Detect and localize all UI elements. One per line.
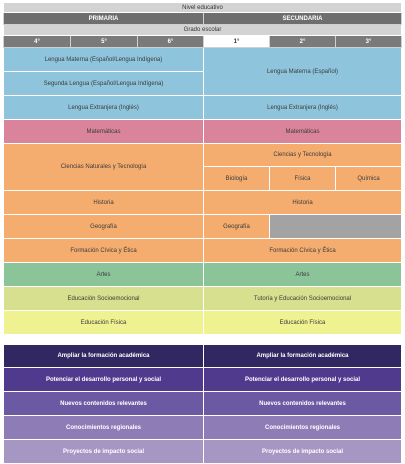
primaria-lengua-materna: Lengua Materna (Español/Lengua Indígena) (3, 47, 204, 72)
secundaria-ampliar: Ampliar la formación académica (203, 344, 402, 368)
secundaria-nuevos: Nuevos contenidos relevantes (203, 391, 402, 416)
secundaria-potenciar: Potenciar el desarrollo personal y socia… (203, 367, 402, 392)
secundaria-educacion-fisica: Educación Física (203, 310, 402, 335)
secundaria-quimica: Química (335, 166, 402, 191)
section-spacer (3, 334, 402, 345)
secundaria-fisica-ciencia: Física (269, 166, 336, 191)
primaria-regionales: Conocimientos regionales (3, 415, 204, 440)
primaria-ampliar: Ampliar la formación académica (3, 344, 204, 368)
secundaria-matematicas: Matemáticas (203, 119, 402, 144)
primaria-matematicas: Matemáticas (3, 119, 204, 144)
grade-6: 6° (137, 35, 204, 48)
nivel-educativo-header: Nivel educativo (3, 2, 402, 13)
secundaria-header: SECUNDARIA (203, 12, 402, 25)
curriculum-table-wrapper: Nivel educativo PRIMARIA SECUNDARIA Grad… (3, 2, 402, 464)
primaria-lengua-extranjera: Lengua Extranjera (Inglés) (3, 95, 204, 120)
secundaria-geografia-empty (269, 214, 402, 239)
secundaria-civica: Formación Cívica y Ética (203, 238, 402, 263)
secundaria-ciencias: Ciencias y Tecnología (203, 143, 402, 167)
primaria-nuevos: Nuevos contenidos relevantes (3, 391, 204, 416)
grade-5: 5° (70, 35, 138, 48)
primaria-civica: Formación Cívica y Ética (3, 238, 204, 263)
grade-1: 1° (203, 35, 270, 48)
grado-escolar-header: Grado escolar (3, 24, 402, 36)
grade-3: 3° (335, 35, 402, 48)
secundaria-lengua-extranjera: Lengua Extranjera (Inglés) (203, 95, 402, 120)
secundaria-regionales: Conocimientos regionales (203, 415, 402, 440)
primaria-ciencias: Ciencias Naturales y Tecnología (3, 143, 204, 191)
grade-2: 2° (269, 35, 336, 48)
primaria-segunda-lengua: Segunda Lengua (Español/Lengua Indígena) (3, 71, 204, 96)
primaria-geografia: Geografía (3, 214, 204, 239)
secundaria-geografia: Geografía (203, 214, 270, 239)
primaria-artes: Artes (3, 262, 204, 287)
primaria-header: PRIMARIA (3, 12, 204, 25)
secundaria-historia: Historia (203, 190, 402, 215)
secundaria-proyectos: Proyectos de impacto social (203, 439, 402, 464)
primaria-educacion-fisica: Educación Física (3, 310, 204, 335)
grade-4: 4° (3, 35, 71, 48)
secundaria-biologia: Biología (203, 166, 270, 191)
secundaria-tutoria: Tutoría y Educación Socioemocional (203, 286, 402, 311)
curriculum-table: Nivel educativo PRIMARIA SECUNDARIA Grad… (3, 2, 402, 464)
secundaria-lengua-materna: Lengua Materna (Español) (203, 47, 402, 96)
primaria-potenciar: Potenciar el desarrollo personal y socia… (3, 367, 204, 392)
primaria-historia: Historia (3, 190, 204, 215)
secundaria-artes: Artes (203, 262, 402, 287)
primaria-proyectos: Proyectos de impacto social (3, 439, 204, 464)
primaria-socioemocional: Educación Socioemocional (3, 286, 204, 311)
